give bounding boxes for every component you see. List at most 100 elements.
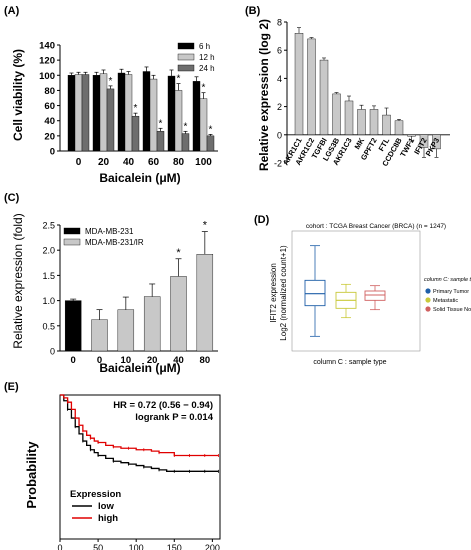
a-bar bbox=[167, 75, 176, 152]
e-annotation: logrank P = 0.014 bbox=[135, 412, 213, 423]
panel-b-ylabel: Relative expression (log 2) bbox=[257, 19, 271, 171]
d-legend-label: Solid Tissue Normal bbox=[433, 307, 471, 313]
a-significance-star: * bbox=[184, 121, 188, 132]
d-legend-dot bbox=[425, 306, 431, 312]
panel-c-ylabel: Relative expression (fold) bbox=[11, 213, 25, 348]
a-xtick-label: 40 bbox=[123, 157, 135, 168]
a-xtick-label: 60 bbox=[148, 157, 160, 168]
a-xtick-label: 80 bbox=[173, 157, 185, 168]
a-bar bbox=[149, 78, 158, 152]
panel-d-title: cohort : TCGA Breast Cancer (BRCA) (n = … bbox=[306, 223, 446, 230]
a-legend-label: 6 h bbox=[199, 42, 210, 51]
panel-b-chart: (B) Relative expression (log 2) -202468 … bbox=[245, 5, 450, 171]
c-ytick-label: 1.5 bbox=[42, 271, 55, 281]
b-ytick-label: 4 bbox=[277, 74, 282, 84]
e-legend-label: high bbox=[98, 513, 118, 524]
a-ytick-label: 120 bbox=[39, 56, 55, 67]
panel-c-xlabel: Baicalein (μM) bbox=[99, 361, 180, 375]
c-ytick-label: 2.5 bbox=[42, 221, 55, 231]
a-bar bbox=[131, 115, 140, 152]
d-box bbox=[364, 290, 386, 301]
e-xtick-label: 200 bbox=[205, 543, 220, 550]
c-bar bbox=[196, 254, 214, 352]
a-xtick-label: 100 bbox=[195, 157, 212, 168]
a-legend-swatch bbox=[177, 64, 195, 72]
a-bar bbox=[81, 74, 90, 152]
a-significance-star: * bbox=[134, 103, 138, 114]
c-ytick-label: 1.0 bbox=[42, 296, 55, 306]
a-xtick-label: 20 bbox=[98, 157, 110, 168]
e-legend-label: low bbox=[98, 501, 114, 512]
e-annotation: HR = 0.72 (0.56 − 0.94) bbox=[113, 400, 213, 411]
a-significance-star: * bbox=[209, 124, 213, 135]
a-bar bbox=[99, 73, 108, 152]
c-xtick-label: 0 bbox=[71, 355, 76, 366]
panel-e-plot-frame bbox=[59, 394, 221, 540]
a-bar bbox=[67, 75, 76, 152]
e-xtick-label: 50 bbox=[93, 543, 103, 550]
a-bar bbox=[106, 88, 115, 152]
b-ytick-label: 0 bbox=[277, 130, 282, 140]
a-bar bbox=[142, 71, 151, 152]
d-box bbox=[304, 279, 326, 307]
panel-d-ylabel-line1: IFIT2 expression bbox=[269, 263, 278, 323]
panel-e-ylabel: Probability bbox=[24, 441, 39, 509]
c-bar bbox=[91, 319, 108, 352]
c-bar bbox=[143, 296, 161, 352]
c-significance-star: * bbox=[203, 220, 208, 232]
e-xtick-label: 0 bbox=[57, 543, 62, 550]
panel-label-d: (D) bbox=[254, 214, 270, 226]
panel-d-ylabel-line2: Log2 (normalized count+1) bbox=[279, 245, 288, 341]
a-bar bbox=[92, 75, 101, 152]
a-significance-star: * bbox=[177, 74, 181, 85]
a-legend-swatch bbox=[177, 42, 195, 50]
d-legend-title: column C: sample type bbox=[424, 277, 471, 283]
panel-label-a: (A) bbox=[4, 5, 20, 17]
c-legend-swatch bbox=[63, 227, 81, 235]
panel-label-c: (C) bbox=[4, 192, 20, 204]
panel-e-chart: (E) Probability 0 50 100 150 200 HR = 0.72 (… bbox=[4, 381, 221, 550]
panel-d-chart: (D) cohort : TCGA Breast Cancer (BRCA) (… bbox=[254, 214, 471, 366]
c-xtick-label: 10 bbox=[121, 355, 132, 366]
panel-c-chart: (C) Relative expression (fold) 0 0.5 1.0 1.… bbox=[4, 192, 218, 375]
a-bar bbox=[181, 133, 190, 152]
a-ytick-label: 80 bbox=[44, 86, 55, 97]
panel-a-xlabel: Baicalein (μM) bbox=[99, 171, 180, 185]
b-bar bbox=[357, 109, 366, 135]
c-xtick-label: 40 bbox=[173, 355, 184, 366]
c-xtick-label: 20 bbox=[147, 355, 158, 366]
a-ytick-label: 100 bbox=[39, 71, 55, 82]
a-significance-star: * bbox=[159, 118, 163, 129]
a-ytick-label: 140 bbox=[39, 41, 55, 52]
b-bar bbox=[332, 93, 341, 136]
a-ytick-label: 60 bbox=[44, 101, 55, 112]
a-ytick-label: 40 bbox=[44, 116, 55, 127]
b-ytick-label: 8 bbox=[277, 18, 282, 28]
a-significance-star: * bbox=[109, 76, 113, 87]
e-xtick-label: 100 bbox=[129, 543, 144, 550]
a-ytick-label: 0 bbox=[50, 147, 55, 158]
a-legend-label: 24 h bbox=[199, 64, 215, 73]
panel-a-chart: (A) Cell viability (%) 0 20 40 60 80 100 120 14… bbox=[4, 5, 218, 185]
c-xtick-label: 0 bbox=[97, 355, 102, 366]
a-bar bbox=[117, 72, 126, 152]
c-legend-swatch bbox=[63, 238, 81, 246]
b-ytick-label: 6 bbox=[277, 46, 282, 56]
b-bar bbox=[369, 109, 379, 135]
b-bar bbox=[407, 134, 416, 137]
panel-label-e: (E) bbox=[4, 381, 19, 393]
c-ytick-label: 2.0 bbox=[42, 246, 55, 256]
b-ytick-label: 2 bbox=[277, 102, 282, 112]
c-significance-star: * bbox=[176, 247, 181, 259]
e-legend-title: Expression bbox=[70, 489, 121, 500]
c-ytick-label: 0 bbox=[50, 347, 55, 357]
e-survival-curve bbox=[60, 394, 219, 457]
d-legend-dot bbox=[425, 288, 431, 294]
panel-label-b: (B) bbox=[245, 5, 261, 17]
a-bar bbox=[206, 135, 215, 152]
b-ytick-label: -2 bbox=[274, 159, 282, 169]
a-xtick-label: 0 bbox=[76, 157, 82, 168]
a-ytick-label: 20 bbox=[44, 131, 55, 142]
d-legend-dot bbox=[425, 297, 431, 303]
a-significance-star: * bbox=[202, 83, 206, 94]
